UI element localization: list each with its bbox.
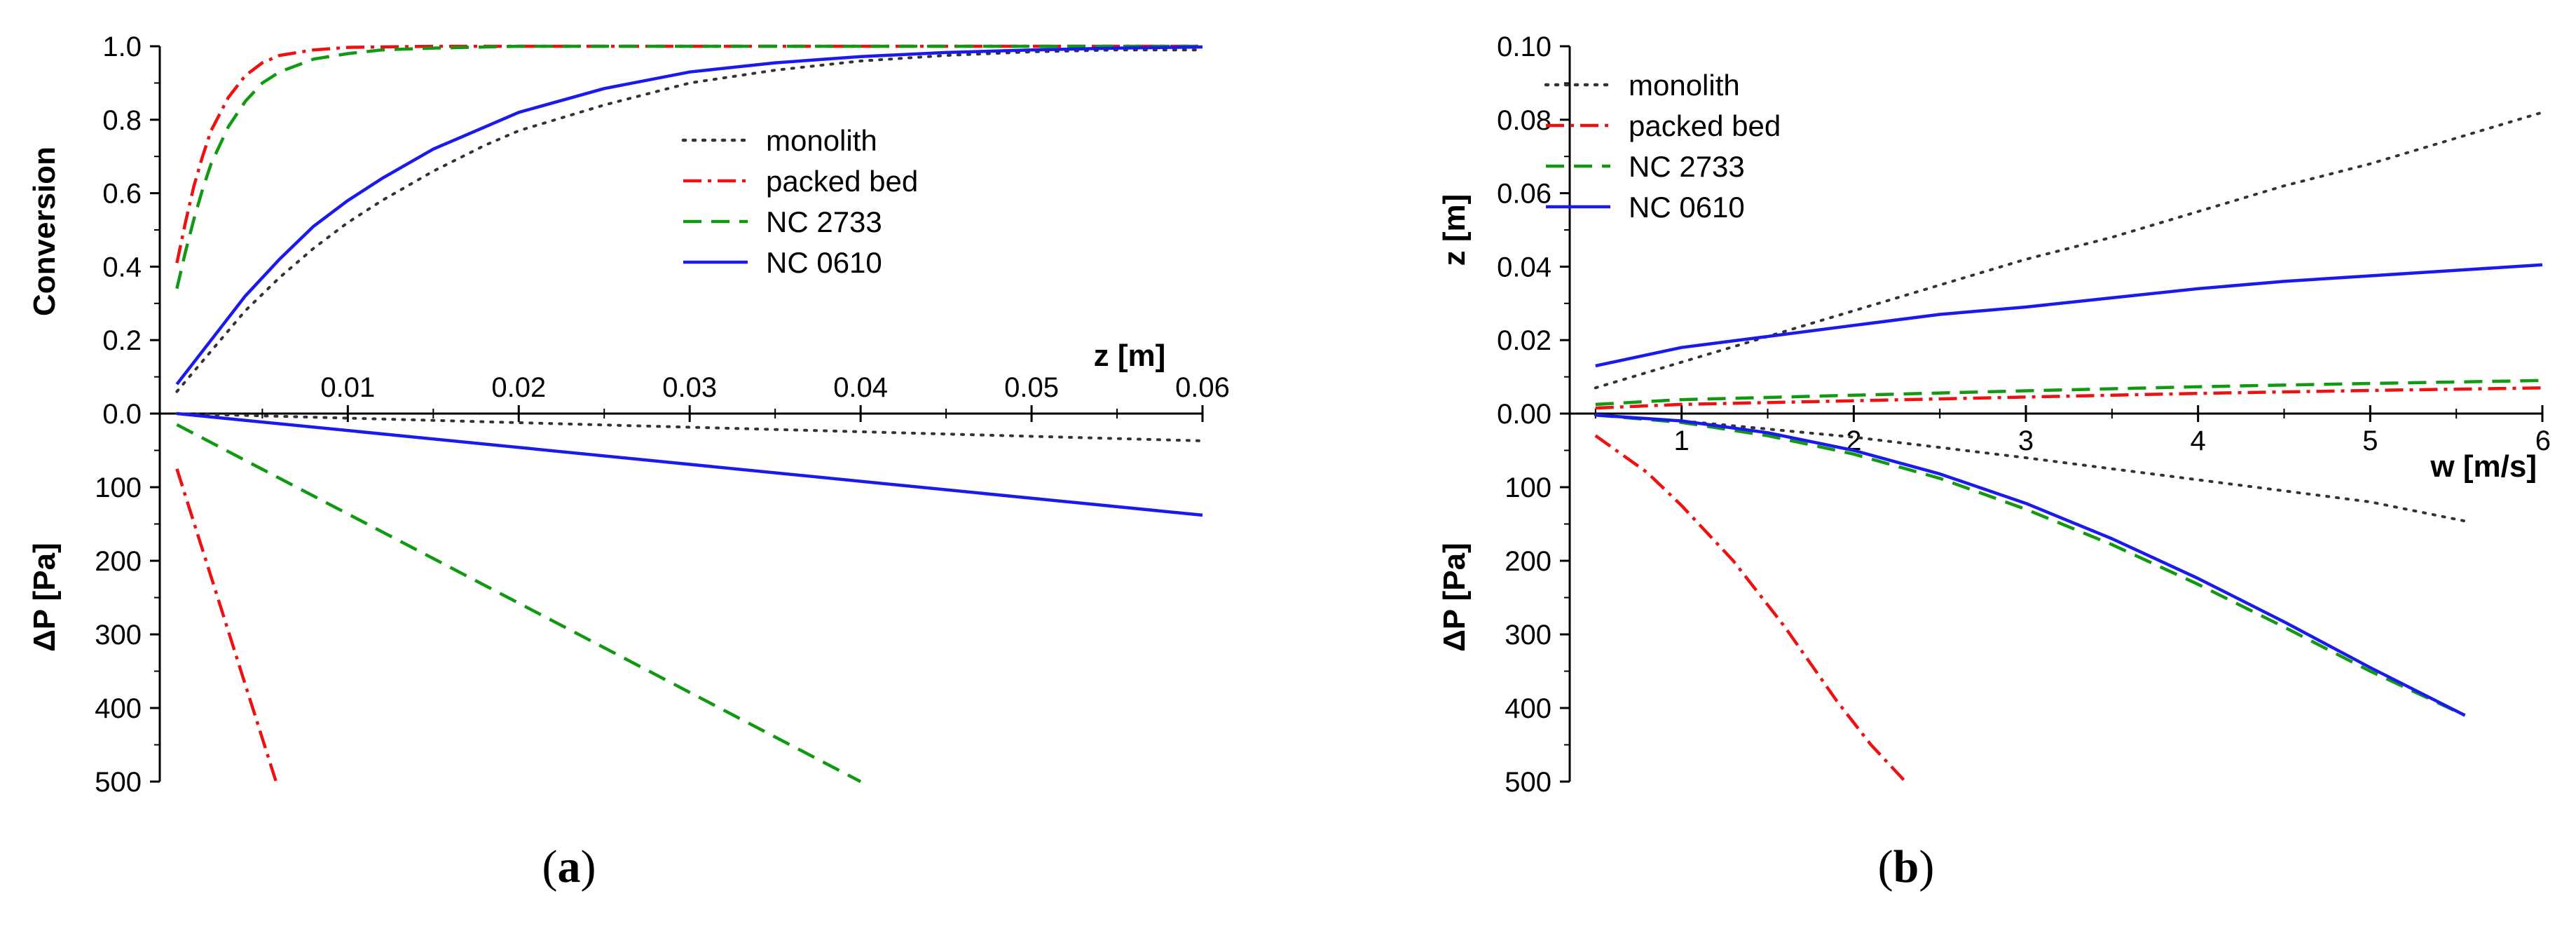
y-tick-label: 400 [1505,693,1551,724]
y-axis-title-bottom: ΔP [Pa] [27,543,62,652]
panel-b: 0.00 0.02 0.04 0.06 0.08 0.10 100 200 300 400 500 1… [1437,32,2551,892]
y-tick-label: 0.02 [1497,325,1551,356]
x-tick-label: 0.04 [833,372,888,403]
y-tick-label: 0.2 [102,325,142,356]
legend-label: NC 2733 [766,205,882,238]
y-tick-label: 0.08 [1497,105,1551,136]
y-tick-label: 400 [95,693,142,724]
x-tick-label: 5 [2362,425,2378,456]
x-tick-label: 4 [2191,425,2206,456]
series-line-monolith-bottom [175,412,1204,442]
legend-label: packed bed [1629,109,1781,142]
y-tick-label: 0.0 [102,399,142,430]
series-line-nc-2733-top [1595,379,2543,407]
x-tick-label: 0.01 [320,372,375,403]
panel-label-open: ( [542,841,558,892]
y-tick-label: 0.4 [102,252,142,282]
y-axis-title-top: z [m] [1437,194,1472,266]
y-axis-title-bottom: ΔP [Pa] [1437,543,1472,652]
y-tick-label: 300 [1505,620,1551,651]
y-tick-label: 0.06 [1497,179,1551,210]
x-tick-label: 0.03 [662,372,717,403]
panel-a: 0.0 0.2 0.4 0.6 0.8 1.0 100 200 300 400 500 0.01 0.0… [27,32,1230,892]
series-line-nc-2733-bottom [1595,413,2466,717]
y-tick-label: 0.6 [102,179,142,210]
x-tick-label: 0.05 [1004,372,1059,403]
panel-label-letter: a [558,841,581,892]
legend-label: NC 0610 [1629,191,1745,224]
x-axis-title: w [m/s] [2430,449,2537,484]
series-line-packed-bed-bottom [1594,434,1907,783]
y-tick-label: 300 [95,620,142,651]
panel-label-close: ) [1919,841,1934,892]
series-line-nc-0610-top [1595,263,2543,368]
panel-label: (b) [1878,841,1935,892]
x-tick-label: 0.06 [1175,372,1230,403]
y-axis-title-top: Conversion [27,147,62,316]
y-tick-label: 500 [95,767,142,798]
series-line-packed-bed-top [175,44,1203,264]
y-tick-label: 0.8 [102,105,142,136]
series-line-monolith-top [175,48,1204,393]
y-tick-label: 500 [1505,767,1551,798]
legend-label: NC 2733 [1629,150,1745,183]
x-tick-label: 3 [2018,425,2034,456]
series-line-monolith-top [1594,111,2544,390]
panel-label-letter: b [1893,841,1919,892]
legend-label: NC 0610 [766,246,882,279]
y-tick-label: 0.04 [1497,252,1551,282]
series-line-monolith-bottom [1594,414,2467,523]
y-tick-label: 100 [95,472,142,503]
x-tick-label: 6 [2535,425,2551,456]
y-tick-label: 200 [95,546,142,577]
x-axis-title: z [m] [1094,339,1166,373]
series-line-packed-bed-top [1595,386,2543,410]
y-tick-label: 1.0 [102,32,142,62]
y-tick-label: 0.10 [1497,32,1551,62]
panel-label-open: ( [1878,841,1893,892]
series-line-nc-0610-top [175,45,1203,386]
legend-label: packed bed [766,165,918,198]
y-tick-label: 200 [1505,546,1551,577]
legend-label: monolith [766,124,877,157]
series-line-nc-2733-bottom [176,423,862,783]
series-line-packed-bed-bottom [175,468,278,782]
panel-label: (a) [542,841,596,892]
series-line-nc-0610-bottom [1595,413,2466,717]
x-tick-label: 0.02 [491,372,546,403]
legend-label: monolith [1629,69,1740,102]
panel-label-close: ) [581,841,596,892]
y-tick-label: 100 [1505,472,1551,503]
series-line-nc-0610-bottom [177,411,1203,517]
x-tick-label: 1 [1674,425,1690,456]
series-line-nc-2733-top [175,44,1203,290]
y-tick-label: 0.00 [1497,399,1551,430]
